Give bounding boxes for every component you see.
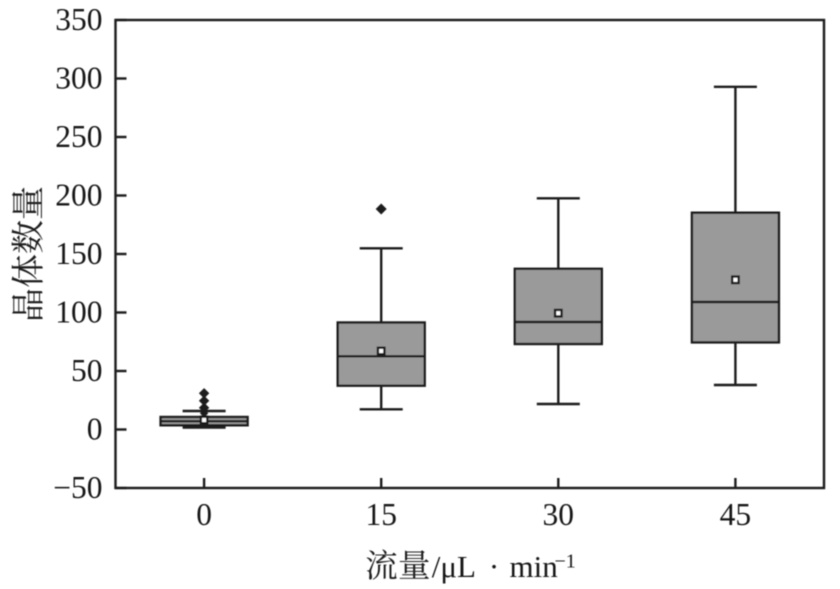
svg-text:15: 15 <box>365 497 397 532</box>
svg-text:−50: −50 <box>53 470 102 505</box>
svg-text:100: 100 <box>55 295 102 330</box>
svg-text:45: 45 <box>720 497 752 532</box>
svg-text:300: 300 <box>55 61 102 96</box>
svg-text:−1: −1 <box>555 551 576 573</box>
svg-text:350: 350 <box>55 2 102 37</box>
svg-text:50: 50 <box>71 353 103 388</box>
svg-text:/μL: /μL <box>432 549 476 584</box>
svg-text:·: · <box>489 549 499 584</box>
svg-text:250: 250 <box>55 119 102 154</box>
svg-text:min: min <box>510 549 559 584</box>
svg-text:200: 200 <box>55 178 102 213</box>
svg-text:150: 150 <box>55 236 102 271</box>
svg-text:0: 0 <box>87 412 103 447</box>
svg-text:0: 0 <box>196 497 212 532</box>
svg-text:30: 30 <box>543 497 575 532</box>
